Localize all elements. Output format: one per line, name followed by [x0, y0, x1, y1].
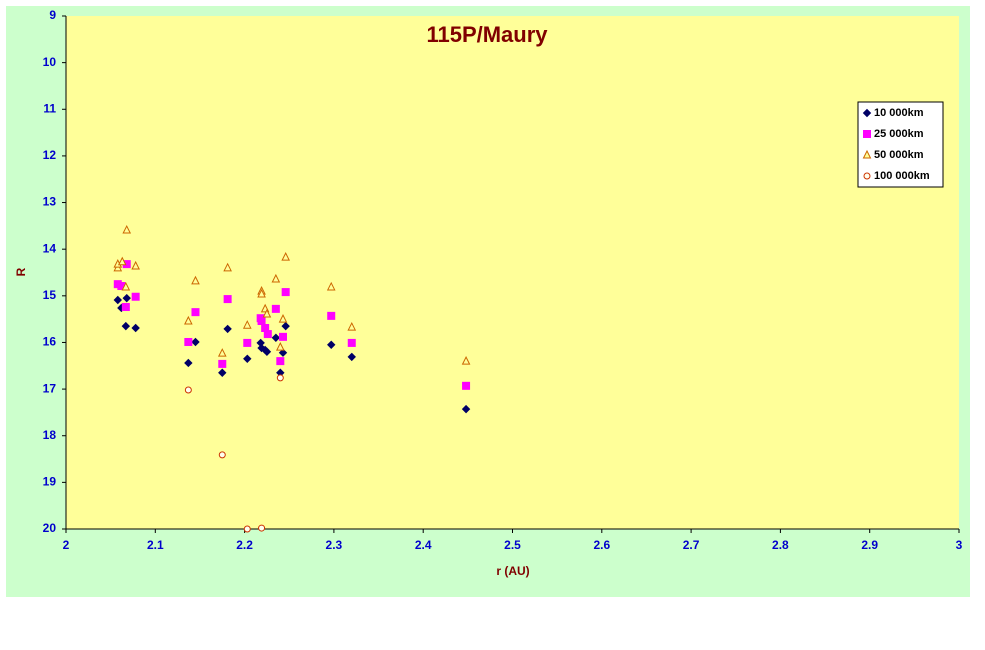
x-tick-label: 2.4: [415, 538, 432, 552]
point: [191, 337, 200, 347]
point: [117, 256, 127, 266]
legend-label: 50 000km: [874, 149, 924, 161]
point: [217, 348, 227, 357]
x-tick-label: 2.8: [772, 538, 789, 552]
point: [271, 273, 281, 283]
point: [184, 315, 193, 325]
x-axis-label: r (AU): [496, 564, 529, 578]
point: [184, 358, 193, 368]
legend-box: [857, 101, 944, 188]
point: [243, 354, 252, 363]
y-tick-label: 20: [43, 521, 57, 535]
legend-marker: [863, 172, 871, 180]
point: [347, 352, 356, 362]
point: [327, 340, 336, 349]
y-tick-label: 12: [43, 148, 57, 162]
plot-area: [66, 16, 959, 529]
point: [121, 281, 131, 291]
point: [243, 338, 252, 347]
chart-title: 115P/Maury: [426, 22, 548, 47]
point: [461, 355, 471, 365]
point: [461, 404, 471, 414]
legend: 10 000km 25 000km 50 000km 100 000km: [857, 101, 944, 188]
y-tick-label: 11: [43, 101, 56, 115]
point: [327, 311, 336, 320]
point: [276, 357, 285, 366]
y-tick-label: 19: [43, 475, 57, 489]
point: [281, 288, 290, 297]
legend-marker: [863, 130, 871, 138]
point: [218, 359, 227, 368]
x-tick-label: 2.7: [683, 538, 700, 552]
x-tick-label: 2.5: [504, 538, 521, 552]
point: [243, 525, 251, 533]
point: [121, 303, 130, 312]
point: [271, 304, 280, 313]
point: [263, 330, 272, 339]
point: [218, 451, 226, 459]
y-tick-label: 9: [49, 8, 56, 22]
point: [223, 324, 232, 334]
point: [462, 381, 471, 390]
point: [218, 368, 227, 377]
point: [113, 295, 123, 305]
point: [242, 320, 252, 329]
point: [121, 321, 131, 331]
point: [184, 386, 192, 394]
point: [271, 333, 281, 342]
point: [347, 321, 357, 331]
x-tick-label: 2.3: [326, 538, 343, 552]
y-tick-label: 16: [43, 335, 57, 349]
point: [257, 317, 266, 326]
legend-label: 10 000km: [874, 107, 924, 119]
point: [223, 262, 232, 272]
point: [122, 293, 131, 303]
point: [262, 308, 272, 318]
x-tick-label: 2.6: [593, 538, 610, 552]
legend-label: 25 000km: [874, 128, 924, 140]
point: [257, 343, 266, 353]
legend-label: 100 000km: [874, 170, 930, 182]
point: [257, 288, 266, 298]
point: [223, 295, 232, 304]
point: [131, 323, 140, 333]
x-tick-label: 3: [956, 538, 963, 552]
point: [276, 341, 285, 351]
legend-marker: [862, 149, 872, 159]
point: [278, 332, 287, 341]
point: [131, 260, 140, 270]
point: [184, 337, 193, 346]
point: [278, 314, 288, 323]
point: [326, 281, 336, 291]
point: [281, 251, 290, 261]
x-tick-label: 2.2: [236, 538, 253, 552]
y-tick-label: 17: [43, 381, 57, 395]
y-tick-label: 15: [43, 288, 57, 302]
x-tick-label: 2: [63, 538, 70, 552]
y-tick-label: 13: [43, 195, 57, 209]
y-tick-label: 10: [43, 55, 57, 69]
point: [347, 338, 356, 347]
x-tick-label: 2.1: [147, 538, 164, 552]
point: [262, 347, 272, 356]
legend-marker: [862, 108, 872, 118]
point: [278, 348, 288, 357]
y-tick-label: 14: [43, 241, 57, 255]
y-axis-label: R: [14, 267, 28, 276]
point: [131, 292, 140, 301]
point: [191, 308, 200, 317]
y-tick-label: 18: [43, 428, 57, 442]
point: [258, 524, 266, 532]
x-tick-label: 2.9: [861, 538, 878, 552]
point: [191, 275, 200, 285]
point: [122, 224, 132, 234]
point: [276, 374, 284, 382]
point: [281, 321, 290, 331]
